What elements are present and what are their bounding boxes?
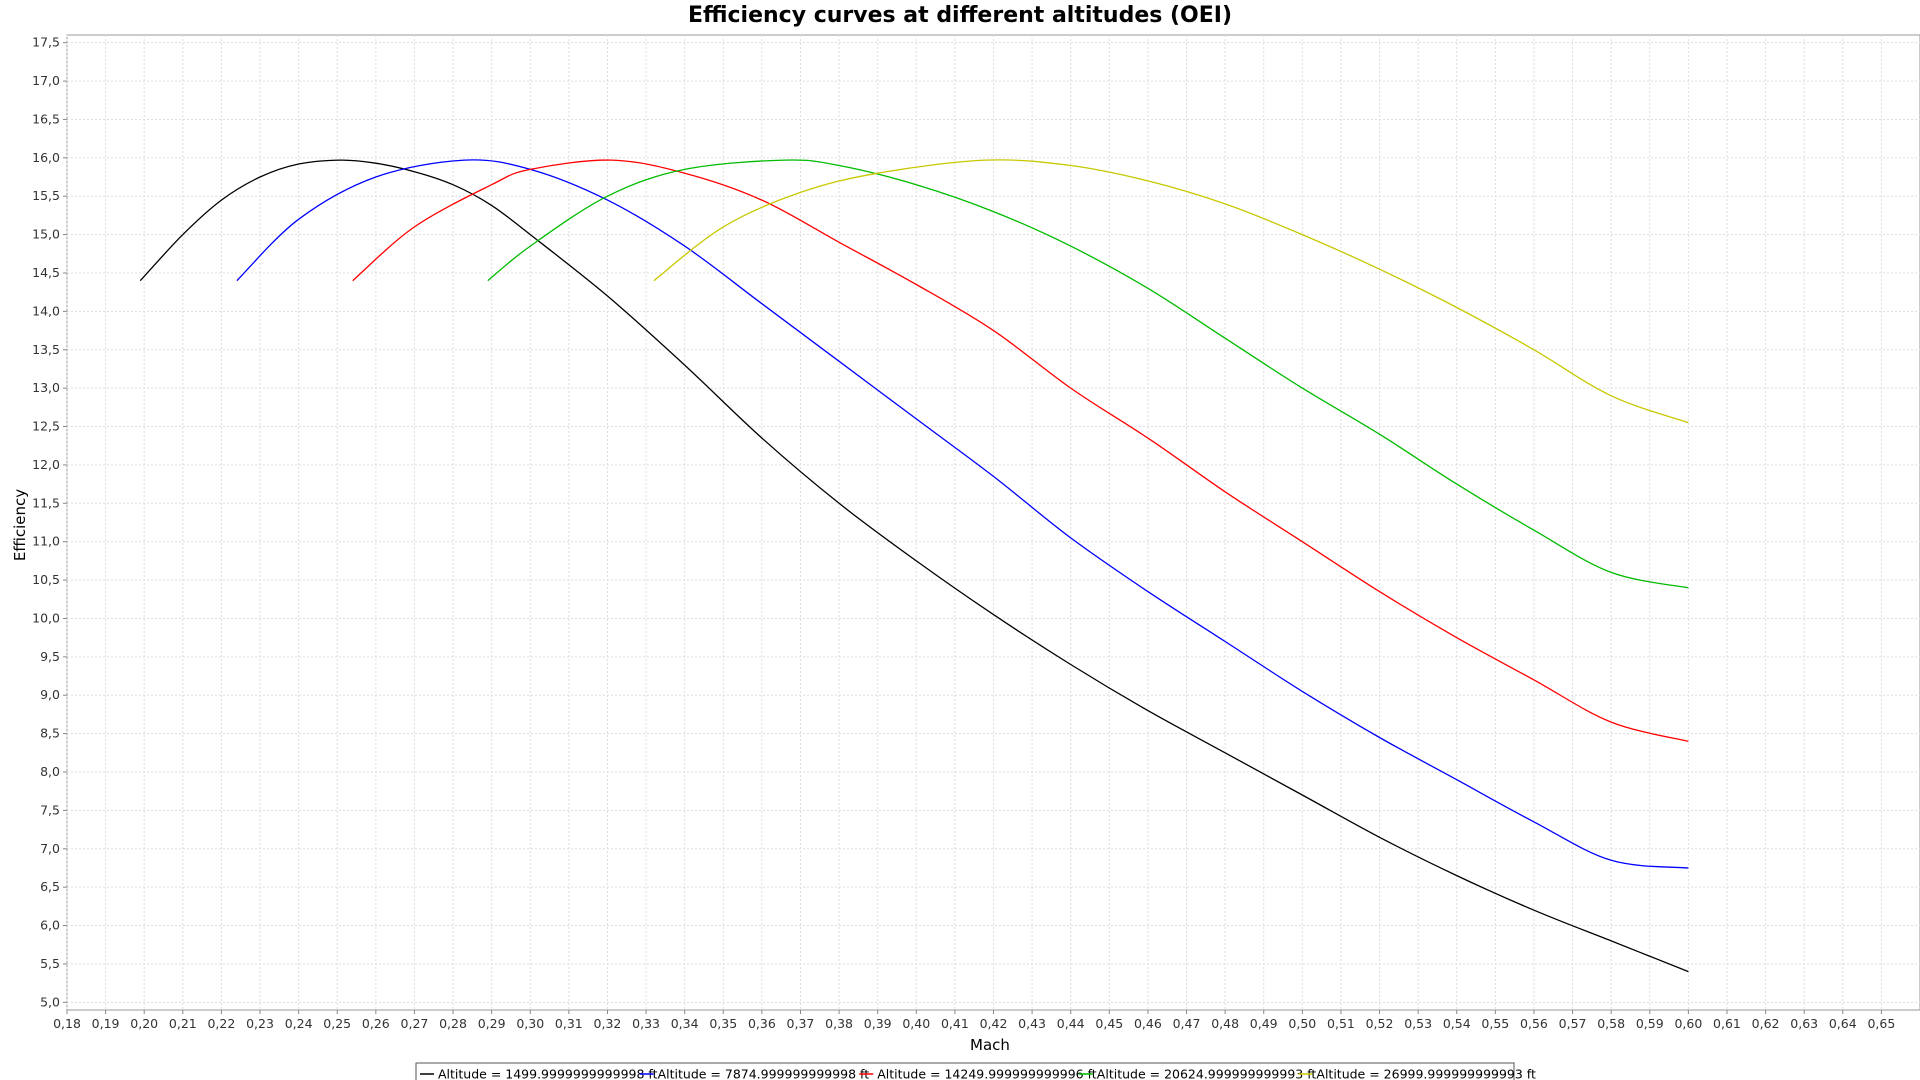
x-tick-label: 0,30 [516,1016,544,1031]
x-tick-label: 0,18 [53,1016,81,1031]
x-tick-label: 0,40 [902,1016,930,1031]
legend-item-label: Altitude = 20624.999999999993 ft [1097,1067,1317,1080]
series-line-5 [653,159,1689,424]
x-tick-label: 0,45 [1095,1016,1123,1031]
series-line-1 [139,159,1689,973]
y-tick-label: 13,5 [32,342,60,357]
series-line-4 [487,159,1689,589]
y-axis: 5,0 5,5 6,0 6,5 7,0 7,5 8,0 8,5 9,0 9,5 10,0 10,5 11… [32,35,67,1009]
x-tick-label: 0,20 [130,1016,158,1031]
x-tick-label: 0,27 [401,1016,429,1031]
y-tick-label: 9,0 [40,687,60,702]
y-tick-label: 8,0 [40,764,60,779]
chart-title: Efficiency curves at different altitudes… [688,3,1232,28]
x-tick-label: 0,41 [941,1016,969,1031]
x-tick-label: 0,55 [1481,1016,1509,1031]
x-tick-label: 0,57 [1559,1016,1587,1031]
x-tick-label: 0,26 [362,1016,390,1031]
legend-item-label: Altitude = 7874.999999999998 ft [658,1067,870,1080]
x-tick-label: 0,35 [709,1016,737,1031]
y-tick-label: 8,5 [40,726,60,741]
grid [66,35,1920,1010]
x-tick-label: 0,61 [1713,1016,1741,1031]
x-tick-label: 0,59 [1636,1016,1664,1031]
x-tick-label: 0,47 [1173,1016,1201,1031]
y-tick-label: 12,0 [32,457,60,472]
x-tick-label: 0,43 [1018,1016,1046,1031]
x-tick-label: 0,64 [1829,1016,1857,1031]
y-tick-label: 5,5 [40,956,60,971]
x-tick-label: 0,60 [1674,1016,1702,1031]
x-tick-label: 0,51 [1327,1016,1355,1031]
x-tick-label: 0,25 [323,1016,351,1031]
y-tick-label: 7,5 [40,802,60,817]
y-tick-label: 7,0 [40,841,60,856]
legend-item-label: Altitude = 1499.9999999999998 ft [438,1067,658,1080]
x-tick-label: 0,21 [169,1016,197,1031]
legend-item-label: Altitude = 14249.999999999996 ft [877,1067,1097,1080]
y-tick-label: 17,0 [32,73,60,88]
x-tick-label: 0,53 [1404,1016,1432,1031]
x-tick-label: 0,28 [439,1016,467,1031]
x-tick-label: 0,34 [671,1016,699,1031]
legend: Altitude = 1499.9999999999998 ft Altitude… [415,1062,1536,1080]
y-tick-label: 5,0 [40,994,60,1009]
y-tick-label: 6,5 [40,879,60,894]
x-tick-label: 0,62 [1752,1016,1780,1031]
x-tick-label: 0,31 [555,1016,583,1031]
x-tick-label: 0,23 [246,1016,274,1031]
x-tick-label: 0,39 [864,1016,892,1031]
x-tick-label: 0,63 [1790,1016,1818,1031]
x-tick-label: 0,65 [1867,1016,1895,1031]
y-axis-label: Efficiency [11,489,29,561]
x-tick-label: 0,32 [594,1016,622,1031]
y-tick-label: 11,5 [32,495,60,510]
x-tick-label: 0,58 [1597,1016,1625,1031]
y-tick-label: 15,0 [32,227,60,242]
x-tick-label: 0,22 [207,1016,235,1031]
x-axis: 0,18 0,19 0,20 0,21 0,22 0,23 0,24 0,25 0,26 0,27… [53,1010,1895,1031]
y-tick-label: 14,5 [32,265,60,280]
x-tick-label: 0,19 [92,1016,120,1031]
x-tick-label: 0,49 [1250,1016,1278,1031]
x-tick-label: 0,37 [787,1016,815,1031]
x-tick-label: 0,54 [1443,1016,1471,1031]
x-tick-label: 0,46 [1134,1016,1162,1031]
y-tick-label: 16,0 [32,150,60,165]
x-tick-label: 0,29 [478,1016,506,1031]
y-tick-label: 6,0 [40,918,60,933]
y-tick-label: 17,5 [32,35,60,50]
legend-item-label: Altitude = 26999.999999999993 ft [1316,1067,1536,1080]
y-tick-label: 16,5 [32,111,60,126]
y-tick-label: 13,0 [32,380,60,395]
y-tick-label: 12,5 [32,419,60,434]
y-tick-label: 15,5 [32,188,60,203]
x-tick-label: 0,48 [1211,1016,1239,1031]
x-axis-label: Mach [970,1036,1010,1054]
series-line-2 [236,159,1689,869]
x-tick-label: 0,44 [1057,1016,1085,1031]
x-tick-label: 0,36 [748,1016,776,1031]
x-tick-label: 0,38 [825,1016,853,1031]
x-tick-label: 0,52 [1366,1016,1394,1031]
x-tick-label: 0,24 [285,1016,313,1031]
y-tick-label: 9,5 [40,649,60,664]
x-tick-label: 0,33 [632,1016,660,1031]
y-tick-label: 14,0 [32,303,60,318]
legend-box [415,1062,1515,1080]
y-tick-label: 11,0 [32,534,60,549]
y-tick-label: 10,0 [32,610,60,625]
series-lines [139,159,1689,973]
series-line-3 [352,159,1689,742]
y-tick-label: 10,5 [32,572,60,587]
x-tick-label: 0,56 [1520,1016,1548,1031]
x-tick-label: 0,42 [980,1016,1008,1031]
x-tick-label: 0,50 [1288,1016,1316,1031]
